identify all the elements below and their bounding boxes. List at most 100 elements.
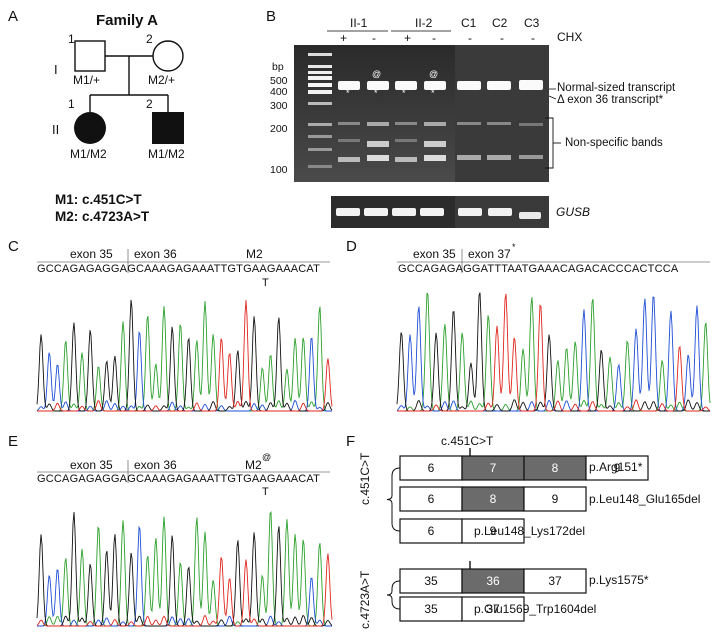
protein-label-row3: p.Leu148_Lys172del — [474, 524, 585, 538]
svg-text:*: * — [374, 88, 378, 98]
exon35-label-d: exon 35 — [413, 247, 456, 261]
sequence-c: GCCAGAGAGGAGCAAAGAGAAATTGTGAAGAAACAT — [37, 263, 321, 275]
marker-200: 200 — [270, 123, 288, 135]
exon-number-row1-6: 6 — [428, 461, 435, 475]
exon-number-row4-36: 36 — [486, 574, 500, 588]
generation-label-i: I — [54, 62, 58, 77]
ladder-lane — [308, 53, 332, 168]
exon-number-row5-35: 35 — [424, 602, 438, 616]
exon36-label-e: exon 36 — [134, 458, 177, 472]
normal-transcript-label: Normal-sized transcript — [557, 82, 676, 94]
exon-number-row4-35: 35 — [424, 574, 438, 588]
panel-letter-d: D — [346, 238, 357, 255]
panel-letter-a: A — [8, 8, 19, 25]
protein-label-row4: p.Lys1575* — [589, 573, 649, 587]
exon-box-row2-8 — [461, 486, 525, 512]
exon-number-row3-6: 6 — [428, 524, 435, 538]
sequence-d: GCCAGAGAGGATTTAATGAAACAGACACCCACTCCA — [398, 263, 679, 275]
protein-label-row1: p.Arg151* — [589, 460, 643, 474]
exon-number-row1-7: 7 — [490, 461, 497, 475]
trace-T — [397, 293, 711, 412]
exon37-label-d: exon 37 — [468, 247, 511, 261]
exon35-label-e: exon 35 — [70, 458, 113, 472]
control-label-c2: C2 — [492, 16, 508, 30]
gel-header-lines — [327, 30, 451, 32]
chx-lane-1: + — [340, 31, 348, 45]
chx-lane-5: - — [468, 31, 472, 45]
protein-label-row5: p.Glu1569_Trp1604del — [474, 602, 597, 616]
at-symbol-e: @ — [262, 452, 272, 462]
chromatogram-e — [36, 510, 333, 627]
panel-letter-e: E — [8, 433, 19, 450]
nonspecific-bands-label: Non-specific bands — [565, 137, 663, 149]
exon-number-row1-8: 8 — [552, 461, 559, 475]
exon37-star-d: * — [512, 242, 516, 252]
delta-exon36-label: Δ exon 36 transcript* — [557, 94, 664, 106]
mutation-m1-label: M1: c.451C>T — [55, 192, 142, 207]
brace-c4723 — [386, 580, 401, 610]
trace-G — [36, 511, 333, 627]
pedigree-drawing — [74, 40, 184, 144]
exon-number-row5-37: 37 — [486, 602, 500, 616]
chx-lane-4: - — [432, 31, 436, 45]
male-affected-ii2 — [152, 112, 184, 144]
chx-lane-2: - — [372, 31, 376, 45]
individual-number-ii2: 2 — [146, 97, 153, 111]
exon36-label-c: exon 36 — [134, 247, 177, 261]
svg-text:@: @ — [429, 69, 438, 79]
exon-box-row1-8 — [523, 455, 587, 481]
exon-box-row5-37 — [461, 596, 525, 622]
group-label-ii-1: II-1 — [350, 16, 368, 30]
pedigree-title: Family A — [96, 12, 158, 29]
genotype-ii2: M1/M2 — [148, 147, 185, 161]
mutation-m2-label: M2: c.4723A>T — [55, 209, 150, 224]
svg-text:*: * — [431, 88, 435, 98]
svg-text:@: @ — [372, 69, 381, 79]
group-label-ii-2: II-2 — [415, 16, 433, 30]
individual-number-i1: 1 — [68, 32, 75, 46]
brace-c451 — [386, 467, 401, 532]
chromatogram-d — [396, 292, 711, 412]
exon-box-row1-7 — [461, 455, 525, 481]
bp-unit-label: bp — [272, 61, 284, 73]
alt-allele-e: T — [262, 486, 269, 498]
exon-number-row1-9: 9 — [614, 461, 621, 475]
gel-image: @ @ * * * * — [294, 45, 549, 182]
gusb-gel — [331, 196, 549, 228]
svg-text:*: * — [402, 88, 406, 98]
trace-T — [37, 300, 333, 412]
individual-number-ii1: 1 — [68, 97, 75, 111]
mutation-label-c451: c.451C>T — [441, 434, 494, 448]
chx-lane-7: - — [531, 31, 535, 45]
control-label-c3: C3 — [524, 16, 540, 30]
exon-box-row1-9 — [585, 455, 649, 481]
genotype-ii1: M1/M2 — [70, 147, 107, 161]
generation-label-ii: II — [52, 122, 60, 137]
protein-label-row2: p.Leu148_Glu165del — [589, 492, 701, 506]
exon-number-row4-37: 37 — [548, 574, 562, 588]
exon-box-row4-37 — [523, 568, 587, 594]
individual-number-i2: 2 — [146, 32, 153, 46]
exon35-label-c: exon 35 — [70, 247, 113, 261]
trace-T — [36, 553, 333, 627]
exon-number-row2-6: 6 — [428, 492, 435, 506]
sequence-e: GCCAGAGAGGAGCAAAGAGAAATTGTGAAGAAACAT — [37, 473, 321, 485]
chx-label: CHX — [557, 30, 583, 44]
panel-letter-b: B — [266, 8, 277, 25]
sample-bands: @ @ * * * * — [338, 69, 543, 162]
female-affected-ii1 — [74, 112, 106, 144]
exon-box-row3-9 — [461, 518, 525, 544]
gusb-label: GUSB — [556, 205, 591, 219]
male-unaffected-i1 — [74, 40, 106, 72]
exon-number-row3-9: 9 — [490, 524, 497, 538]
marker-100: 100 — [270, 164, 288, 176]
gel-annotation-lines — [545, 88, 561, 169]
control-label-c1: C1 — [461, 16, 477, 30]
genotype-i2: M2/+ — [148, 73, 176, 87]
mutation-m2-label-c: M2 — [246, 247, 263, 261]
marker-400: 400 — [270, 86, 288, 98]
